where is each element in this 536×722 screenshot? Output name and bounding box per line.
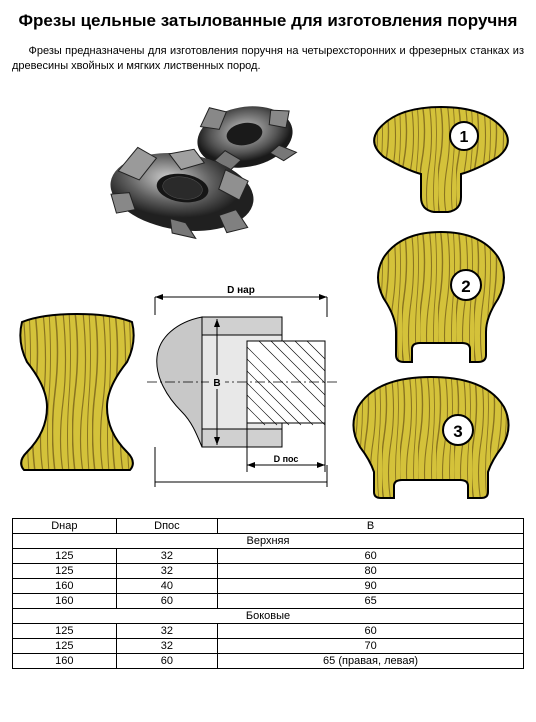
figures-area: D нар B (12, 82, 524, 512)
table-section-row: Верхняя (13, 533, 524, 548)
table-row: 1253260 (13, 623, 524, 638)
profile-3-num: 3 (453, 422, 462, 441)
technical-diagram-icon: D нар B (147, 277, 337, 492)
col-dpos: Dпос (116, 518, 218, 533)
left-wood-profile-icon (12, 312, 142, 472)
d-nar-label: D нар (227, 285, 255, 296)
profile-2-num: 2 (461, 277, 470, 296)
col-b: B (218, 518, 524, 533)
profile-2-icon: 2 (366, 227, 516, 367)
table-row: 1253280 (13, 563, 524, 578)
table-row: 1253260 (13, 548, 524, 563)
profile-1-icon: 1 (366, 102, 516, 217)
table-row: 1606065 (правая, левая) (13, 653, 524, 668)
b-label: B (213, 378, 220, 389)
col-dnar: Dнар (13, 518, 117, 533)
description-text: Фрезы предназначены для изготовления пор… (12, 44, 524, 74)
table-section-row: Боковые (13, 608, 524, 623)
d-pos-label: D пос (274, 454, 299, 464)
table-row: 1253270 (13, 638, 524, 653)
table-header-row: Dнар Dпос B (13, 518, 524, 533)
profile-3-icon: 3 (346, 372, 516, 502)
dimensions-table: Dнар Dпос B Верхняя125326012532801604090… (12, 518, 524, 669)
table-row: 1604090 (13, 578, 524, 593)
page-title: Фрезы цельные затылованные для изготовле… (12, 10, 524, 32)
cutter-photo-icon (100, 82, 330, 257)
table-row: 1606065 (13, 593, 524, 608)
profile-1-num: 1 (460, 129, 469, 146)
